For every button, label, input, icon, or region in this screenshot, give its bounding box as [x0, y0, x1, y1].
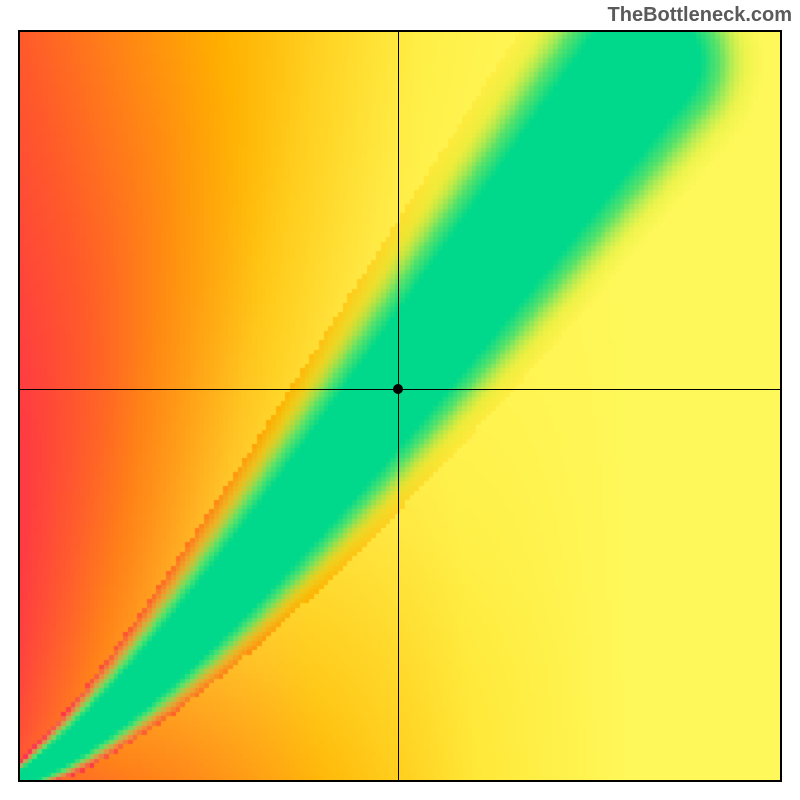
- heatmap-canvas: [18, 30, 782, 782]
- chart-container: TheBottleneck.com: [0, 0, 800, 800]
- watermark-label: TheBottleneck.com: [608, 4, 792, 27]
- heatmap-plot: [18, 30, 782, 782]
- crosshair-dot: [393, 384, 403, 394]
- crosshair-vertical: [398, 30, 399, 782]
